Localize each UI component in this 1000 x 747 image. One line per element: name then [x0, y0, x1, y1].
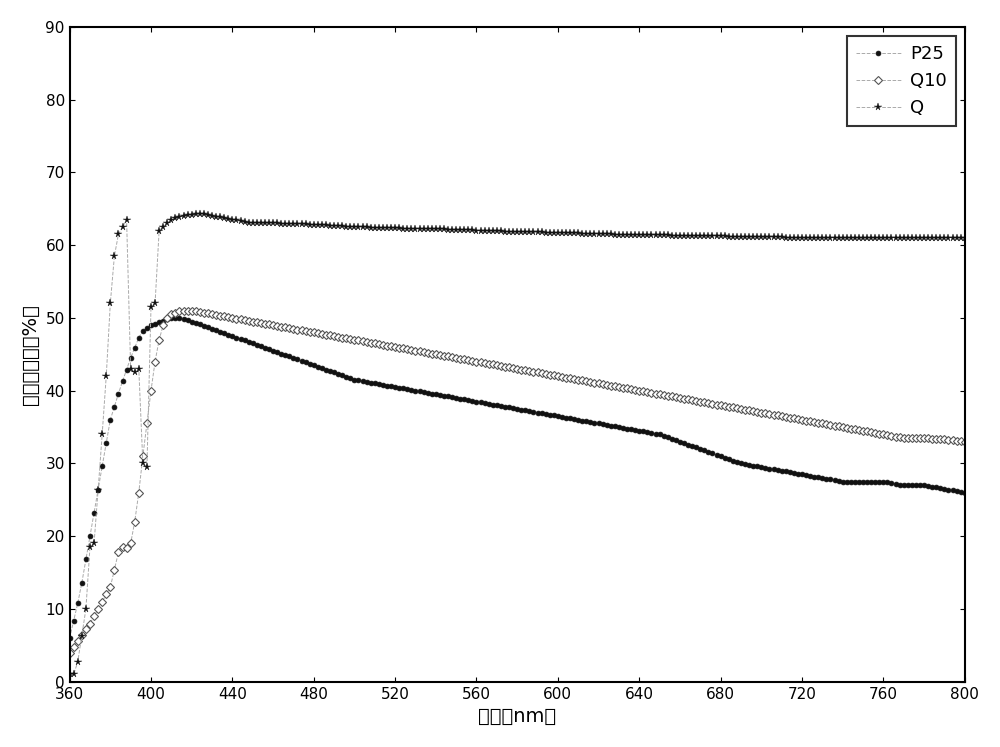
Line: P25: P25 [67, 315, 967, 640]
Q [361, 223, 373, 232]
Line: Q10: Q10 [67, 308, 968, 655]
P25 [64, 633, 76, 642]
P25 [580, 417, 592, 426]
Q10 [161, 314, 173, 323]
Y-axis label: 漫反射强度（%）: 漫反射强度（%） [21, 304, 40, 405]
Legend: P25, Q10, Q: P25, Q10, Q [847, 36, 956, 126]
Q [161, 219, 173, 228]
P25 [165, 314, 177, 323]
P25 [161, 315, 173, 324]
Q [194, 209, 206, 218]
X-axis label: 波长（nm）: 波长（nm） [478, 707, 556, 726]
P25 [361, 377, 373, 386]
Q10 [361, 338, 373, 347]
Q10 [580, 376, 592, 385]
Q [64, 670, 76, 679]
P25 [511, 404, 523, 413]
Q [650, 231, 662, 240]
Q10 [650, 389, 662, 398]
Line: Q: Q [66, 210, 969, 678]
Q [324, 221, 336, 230]
Q10 [178, 306, 190, 315]
Q10 [511, 365, 523, 374]
Q [511, 228, 523, 237]
Q [959, 233, 971, 242]
Q [580, 229, 592, 238]
Q10 [64, 648, 76, 657]
Q10 [324, 331, 336, 340]
P25 [650, 429, 662, 438]
Q10 [959, 437, 971, 446]
P25 [324, 367, 336, 376]
P25 [959, 488, 971, 497]
